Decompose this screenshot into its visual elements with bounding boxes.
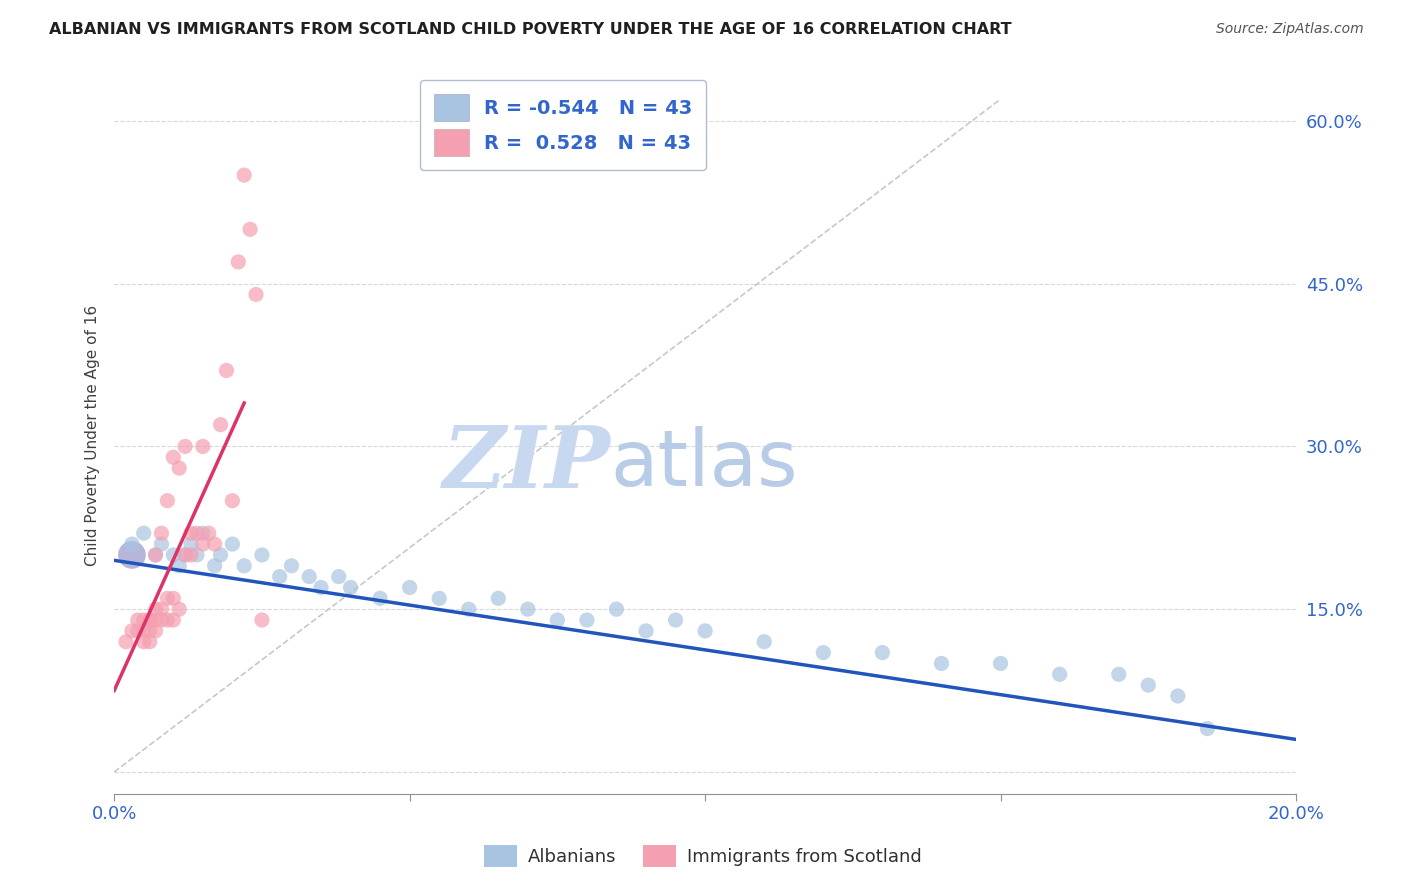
Point [150, 526, 173, 541]
Point [150, 602, 173, 616]
Point [298, 569, 321, 583]
Point [226, 255, 249, 269]
Point [221, 537, 243, 551]
Point [398, 581, 420, 595]
Point [115, 634, 138, 648]
Point [180, 548, 202, 562]
Point [754, 634, 776, 648]
Point [186, 526, 208, 541]
Point [132, 526, 155, 541]
Point [1049, 667, 1071, 681]
Point [204, 537, 226, 551]
Point [197, 526, 219, 541]
Point [309, 581, 332, 595]
Point [167, 461, 190, 475]
Point [250, 548, 273, 562]
Point [132, 634, 155, 648]
Point [368, 591, 391, 606]
Point [138, 624, 160, 638]
Point [233, 168, 256, 182]
Point [156, 591, 179, 606]
Point [328, 569, 350, 583]
Point [150, 537, 173, 551]
Point [1137, 678, 1160, 692]
Point [180, 526, 202, 541]
Point [245, 287, 267, 301]
Point [127, 624, 149, 638]
Point [204, 558, 226, 573]
Point [156, 493, 179, 508]
Point [167, 558, 190, 573]
Legend: Albanians, Immigrants from Scotland: Albanians, Immigrants from Scotland [477, 838, 929, 874]
Point [872, 646, 894, 660]
Point [132, 613, 155, 627]
Point [575, 613, 598, 627]
Point [145, 624, 167, 638]
Point [167, 602, 190, 616]
Point [121, 548, 143, 562]
Y-axis label: Child Poverty Under the Age of 16: Child Poverty Under the Age of 16 [86, 305, 100, 566]
Point [145, 548, 167, 562]
Point [813, 646, 835, 660]
Point [174, 548, 197, 562]
Text: ZIP: ZIP [443, 423, 610, 506]
Point [162, 613, 184, 627]
Point [1197, 722, 1219, 736]
Point [634, 624, 657, 638]
Point [156, 613, 179, 627]
Point [931, 657, 953, 671]
Point [121, 624, 143, 638]
Point [121, 537, 143, 551]
Point [269, 569, 291, 583]
Text: Source: ZipAtlas.com: Source: ZipAtlas.com [1216, 22, 1364, 37]
Point [138, 613, 160, 627]
Text: atlas: atlas [610, 426, 799, 502]
Point [233, 558, 256, 573]
Point [162, 450, 184, 465]
Point [174, 548, 197, 562]
Point [546, 613, 568, 627]
Point [280, 558, 302, 573]
Point [209, 417, 232, 432]
Point [664, 613, 686, 627]
Point [221, 493, 243, 508]
Point [239, 222, 262, 236]
Point [162, 591, 184, 606]
Point [191, 526, 214, 541]
Point [1167, 689, 1189, 703]
Point [145, 602, 167, 616]
Point [486, 591, 509, 606]
Point [990, 657, 1012, 671]
Text: ALBANIAN VS IMMIGRANTS FROM SCOTLAND CHILD POVERTY UNDER THE AGE OF 16 CORRELATI: ALBANIAN VS IMMIGRANTS FROM SCOTLAND CHI… [49, 22, 1012, 37]
Point [162, 548, 184, 562]
Point [695, 624, 717, 638]
Point [191, 537, 214, 551]
Point [191, 439, 214, 453]
Point [138, 634, 160, 648]
Point [145, 548, 167, 562]
Point [457, 602, 479, 616]
Point [174, 439, 197, 453]
Point [127, 613, 149, 627]
Point [250, 613, 273, 627]
Point [339, 581, 361, 595]
Point [516, 602, 538, 616]
Point [209, 548, 232, 562]
Point [138, 613, 160, 627]
Point [186, 548, 208, 562]
Point [132, 624, 155, 638]
Point [427, 591, 450, 606]
Point [180, 537, 202, 551]
Legend: R = -0.544   N = 43, R =  0.528   N = 43: R = -0.544 N = 43, R = 0.528 N = 43 [420, 80, 706, 170]
Point [145, 613, 167, 627]
Point [605, 602, 627, 616]
Point [1108, 667, 1130, 681]
Point [215, 363, 238, 377]
Point [150, 613, 173, 627]
